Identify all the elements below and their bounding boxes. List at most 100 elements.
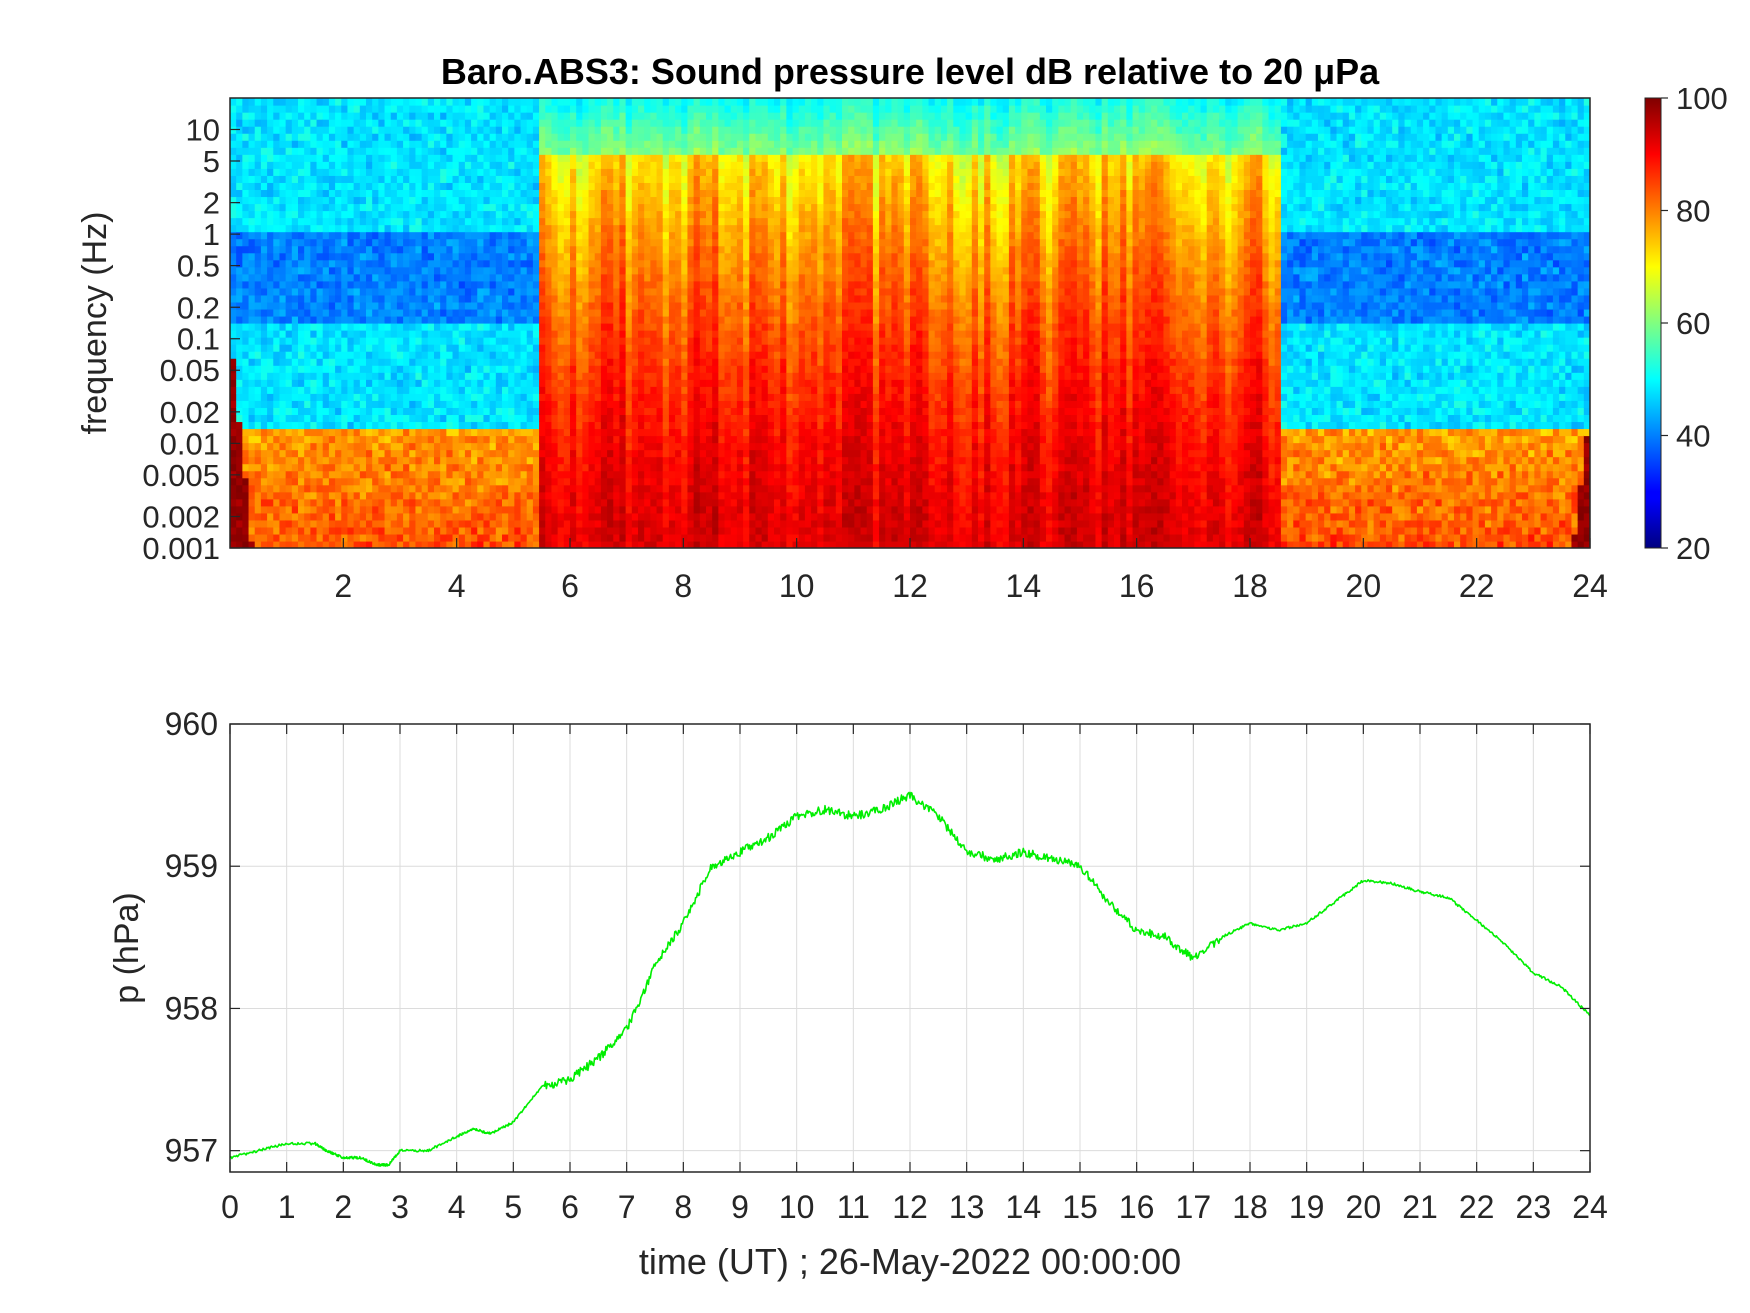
heatmap-cell — [427, 168, 435, 176]
heatmap-cell — [304, 287, 311, 296]
heatmap-cell — [452, 287, 460, 296]
heatmap-cell — [285, 533, 293, 542]
heatmap-cell — [378, 112, 386, 120]
heatmap-cell — [279, 372, 287, 380]
heatmap-cell — [662, 519, 670, 528]
heatmap-cell — [706, 217, 713, 226]
heatmap-cell — [390, 379, 398, 387]
heatmap-cell — [396, 449, 404, 458]
heatmap-cell — [681, 358, 689, 366]
heatmap-cell — [489, 442, 497, 451]
heatmap-cell — [335, 435, 342, 444]
heatmap-cell — [644, 105, 651, 113]
heatmap-cell — [316, 126, 324, 134]
heatmap-cell — [310, 105, 318, 113]
heatmap-cell — [359, 421, 367, 430]
heatmap-cell — [508, 252, 515, 261]
heatmap-cell — [242, 449, 250, 458]
heatmap-cell — [254, 224, 262, 233]
heatmap-cell — [384, 526, 392, 535]
heatmap-cell — [539, 386, 546, 394]
heatmap-cell — [483, 449, 491, 458]
heatmap-cell — [458, 154, 466, 162]
heatmap-cell — [483, 344, 491, 352]
heatmap-cell — [434, 386, 441, 394]
heatmap-cell — [520, 491, 528, 500]
heatmap-cell — [483, 463, 491, 472]
heatmap-cell — [687, 365, 695, 373]
heatmap-cell — [520, 372, 528, 380]
heatmap-cell — [409, 231, 417, 240]
heatmap-cell — [588, 540, 596, 548]
heatmap-cell — [570, 210, 577, 219]
heatmap-cell — [403, 231, 410, 240]
heatmap-cell — [242, 133, 250, 141]
heatmap-cell — [570, 442, 577, 451]
heatmap-cell — [427, 231, 435, 240]
heatmap-cell — [471, 533, 478, 542]
heatmap-cell — [291, 330, 299, 338]
heatmap-cell — [285, 273, 293, 282]
heatmap-cell — [563, 337, 571, 345]
heatmap-cell — [427, 98, 435, 106]
heatmap-cell — [236, 189, 243, 198]
heatmap-cell — [656, 400, 664, 408]
heatmap-cell — [563, 344, 571, 352]
heatmap-cell — [353, 463, 361, 472]
heatmap-cell — [396, 344, 404, 352]
heatmap-cell — [557, 133, 565, 141]
heatmap-cell — [248, 442, 256, 451]
heatmap-cell — [712, 526, 719, 535]
heatmap-cell — [335, 245, 342, 254]
heatmap-cell — [291, 435, 299, 444]
heatmap-cell — [353, 400, 361, 408]
heatmap-cell — [625, 477, 633, 486]
heatmap-cell — [681, 252, 689, 261]
heatmap-cell — [316, 540, 324, 548]
heatmap-cell — [514, 470, 522, 479]
heatmap-cell — [230, 231, 237, 240]
heatmap-cell — [396, 140, 404, 148]
heatmap-cell — [310, 224, 318, 233]
heatmap-cell — [607, 231, 614, 240]
heatmap-cell — [341, 365, 349, 373]
heatmap-cell — [526, 526, 534, 535]
heatmap-cell — [613, 330, 621, 338]
heatmap-cell — [242, 505, 250, 514]
heatmap-cell — [372, 372, 379, 380]
heatmap-cell — [415, 470, 423, 479]
heatmap-cell — [631, 540, 639, 548]
heatmap-cell — [304, 280, 311, 289]
heatmap-cell — [607, 463, 614, 472]
heatmap-cell — [458, 105, 466, 113]
heatmap-cell — [471, 280, 478, 289]
heatmap-cell — [384, 498, 392, 507]
heatmap-cell — [328, 259, 336, 268]
heatmap-cell — [415, 442, 423, 451]
heatmap-cell — [693, 477, 701, 486]
heatmap-cell — [464, 414, 472, 423]
heatmap-cell — [242, 365, 250, 373]
heatmap-cell — [668, 273, 676, 282]
heatmap-cell — [353, 252, 361, 261]
heatmap-cell — [328, 533, 336, 542]
heatmap-cell — [514, 442, 522, 451]
heatmap-cell — [396, 414, 404, 423]
heatmap-cell — [409, 161, 417, 169]
heatmap-cell — [434, 484, 441, 493]
heatmap-cell — [502, 407, 509, 416]
heatmap-cell — [254, 273, 262, 282]
heatmap-cell — [403, 301, 410, 310]
heatmap-cell — [242, 294, 250, 303]
heatmap-cell — [230, 182, 237, 191]
heatmap-cell — [359, 505, 367, 514]
heatmap-cell — [613, 105, 621, 113]
heatmap-cell — [322, 119, 330, 127]
heatmap-cell — [563, 323, 571, 331]
heatmap-cell — [396, 189, 404, 198]
heatmap-cell — [514, 512, 522, 521]
heatmap-cell — [551, 231, 559, 240]
heatmap-cell — [403, 442, 410, 451]
heatmap-cell — [662, 379, 670, 387]
heatmap-cell — [508, 280, 515, 289]
